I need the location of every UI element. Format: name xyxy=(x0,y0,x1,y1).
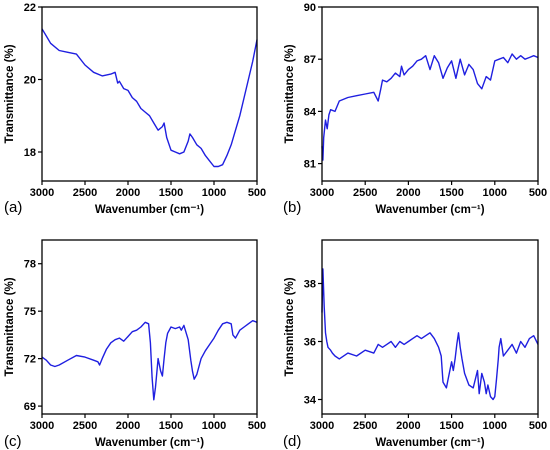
plot-frame xyxy=(321,239,539,415)
x-tick-label: 1500 xyxy=(439,420,463,432)
y-tick-label: 36 xyxy=(304,337,316,349)
x-axis-label: Wavenumber (cm⁻¹) xyxy=(95,437,204,449)
panel-a: 3000 2500 2000 1500 1000 500 18 20 22 Wavenumber … xyxy=(4,2,266,216)
y-tick-label: 34 xyxy=(304,395,317,407)
x-axis-label: Wavenumber (cm⁻¹) xyxy=(95,204,204,216)
y-tick-label: 78 xyxy=(24,259,36,271)
x-tick-label: 2000 xyxy=(116,420,140,432)
series-line xyxy=(41,320,258,401)
x-tick-label: 2500 xyxy=(353,420,377,432)
x-tick-label: 2500 xyxy=(73,187,97,199)
x-tick-label: 500 xyxy=(248,420,266,432)
y-tick-label: 75 xyxy=(24,306,36,318)
x-tick-label: 3000 xyxy=(30,187,54,199)
y-tick-label: 81 xyxy=(304,159,316,171)
x-tick-label: 1500 xyxy=(159,420,183,432)
y-tick-label: 22 xyxy=(24,2,36,14)
plot-frame xyxy=(321,6,539,182)
x-tick-label: 3000 xyxy=(30,420,54,432)
x-axis-label: Wavenumber (cm⁻¹) xyxy=(375,204,484,216)
x-tick-label: 3000 xyxy=(310,420,334,432)
x-tick-label: 2500 xyxy=(73,420,97,432)
y-tick-label: 87 xyxy=(304,54,316,66)
x-tick-label: 500 xyxy=(248,187,266,199)
y-tick-label: 84 xyxy=(304,106,317,118)
y-axis-label: Transmittance (%) xyxy=(284,277,296,376)
x-tick-label: 3000 xyxy=(310,187,334,199)
plot-frame xyxy=(41,239,258,415)
series-line xyxy=(321,268,539,401)
panel-d: 3000 2500 2000 1500 1000 500 34 36 38 Wavenumber … xyxy=(283,239,547,450)
x-tick-label: 1000 xyxy=(202,187,226,199)
x-tick-label: 1000 xyxy=(483,187,507,199)
y-tick-label: 18 xyxy=(24,147,36,159)
panel-b: 3000 2500 2000 1500 1000 500 81 84 87 90 Wavenumbe… xyxy=(283,2,547,216)
y-axis-label: Transmittance (%) xyxy=(284,44,296,143)
panel-label: (d) xyxy=(283,433,301,450)
y-tick-label: 20 xyxy=(24,75,36,87)
y-tick-label: 90 xyxy=(304,2,316,14)
x-tick-label: 2000 xyxy=(396,420,420,432)
panel-label: (b) xyxy=(283,199,301,216)
x-tick-label: 1000 xyxy=(202,420,226,432)
series-line xyxy=(321,53,539,161)
panel-label: (a) xyxy=(4,199,22,216)
panel-c: 3000 2500 2000 1500 1000 500 69 72 75 78 Wavenumbe… xyxy=(4,239,266,450)
x-axis-label: Wavenumber (cm⁻¹) xyxy=(375,437,484,449)
x-tick-label: 500 xyxy=(529,420,547,432)
plot-frame xyxy=(41,6,258,182)
x-tick-label: 1000 xyxy=(483,420,507,432)
x-tick-label: 2000 xyxy=(396,187,420,199)
y-tick-label: 38 xyxy=(304,279,316,291)
y-axis-label: Transmittance (%) xyxy=(4,277,16,376)
x-tick-label: 1500 xyxy=(439,187,463,199)
y-tick-label: 69 xyxy=(24,401,36,413)
x-tick-label: 1500 xyxy=(159,187,183,199)
series-line xyxy=(41,28,258,168)
x-tick-label: 2500 xyxy=(353,187,377,199)
y-tick-label: 72 xyxy=(24,354,36,366)
x-tick-label: 2000 xyxy=(116,187,140,199)
panel-label: (c) xyxy=(4,433,22,450)
y-axis-label: Transmittance (%) xyxy=(4,44,16,143)
x-tick-label: 500 xyxy=(529,187,547,199)
